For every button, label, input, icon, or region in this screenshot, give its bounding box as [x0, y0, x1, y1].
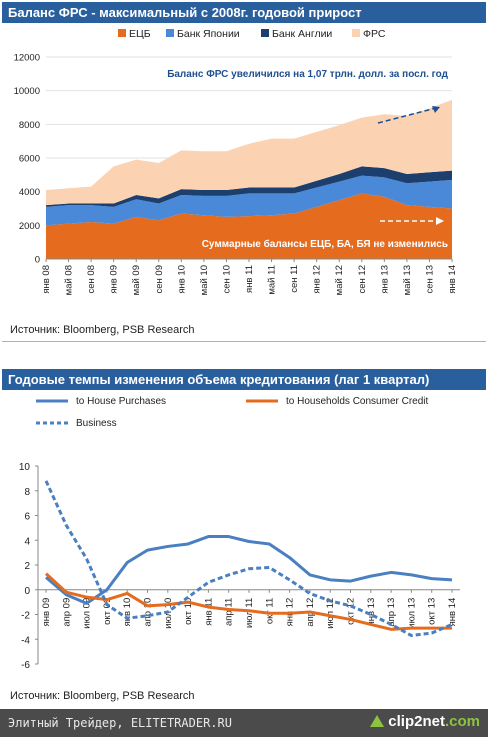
y-tick-label: -6 — [21, 660, 30, 671]
x-tick-label: апр 13 — [386, 598, 397, 627]
annotation-arrow-fed — [377, 106, 441, 124]
y-tick-label: 8000 — [19, 120, 40, 131]
chart2-axes: -6 -4 -2 0 2 4 6 8 10 янв 09 апр 09 июл 09 окт 09 янв… — [19, 462, 460, 671]
chart2-plot: to House Purchases to Households Consumer… — [19, 396, 460, 671]
x-tick-label: май 12 — [334, 265, 345, 295]
y-tick-label: 0 — [24, 586, 30, 597]
x-tick-label: окт 09 — [102, 598, 113, 625]
x-tick-label: янв 13 — [366, 598, 377, 627]
series-line-1 — [44, 572, 452, 631]
footer-text: Элитный Трейдер, ELITETRADER.RU — [8, 716, 232, 730]
x-tick-label: май 11 — [267, 265, 278, 295]
legend-label-2: Business — [76, 418, 117, 429]
logo-main: clip2net — [388, 713, 445, 730]
x-tick-label: окт 13 — [427, 598, 438, 625]
legend-swatch-1 — [166, 29, 174, 37]
x-tick-label: янв 09 — [109, 265, 120, 294]
x-tick-label: янв 12 — [312, 265, 323, 294]
y-tick-label: 2 — [24, 561, 30, 572]
footer-bar: Элитный Трейдер, ELITETRADER.RU clip2net… — [0, 709, 488, 737]
x-tick-label: окт 11 — [264, 598, 275, 624]
legend-label-0: ЕЦБ — [129, 28, 151, 40]
clip2net-logo[interactable]: clip2net.com — [370, 713, 480, 730]
x-tick-label: сен 09 — [154, 265, 165, 294]
x-tick-label: янв 14 — [447, 265, 458, 294]
annotation-arrowhead-others — [436, 217, 444, 225]
x-tick-label: сен 11 — [289, 265, 300, 293]
y-tick-label: 10000 — [14, 86, 40, 97]
area-1 — [46, 175, 452, 226]
chart1-annotations: Баланс ФРС увеличился на 1,07 трлн. долл… — [167, 69, 448, 250]
x-tick-label: янв 10 — [176, 265, 187, 294]
legend-swatch-0 — [118, 29, 126, 37]
x-tick-label: сен 13 — [424, 265, 435, 294]
x-tick-label: янв 14 — [447, 598, 458, 627]
x-tick-label: сен 12 — [357, 265, 368, 294]
y-tick-label: 0 — [35, 255, 40, 266]
legend-swatch-3 — [352, 29, 360, 37]
upload-arrow-icon — [370, 715, 385, 727]
legend-label-1: Банк Японии — [177, 28, 240, 40]
x-tick-label: май 09 — [131, 265, 142, 295]
y-tick-label: 4 — [24, 536, 30, 547]
x-tick-label: июл 12 — [325, 598, 336, 629]
x-tick-label: янв 11 — [244, 265, 255, 293]
x-tick-label: окт 12 — [346, 598, 357, 625]
x-tick-label: янв 13 — [379, 265, 390, 294]
y-tick-label: 8 — [24, 487, 30, 498]
legend-label-3: ФРС — [363, 28, 386, 40]
x-tick-label: сен 08 — [86, 265, 97, 294]
y-tick-label: 6000 — [19, 154, 40, 165]
x-tick-label: янв 10 — [122, 598, 133, 627]
x-tick-label: окт 10 — [183, 598, 194, 625]
x-tick-label: янв 08 — [41, 265, 52, 294]
legend-label-0: to House Purchases — [76, 396, 166, 407]
legend-label-1: to Households Consumer Credit — [286, 396, 429, 407]
area-2 — [46, 166, 452, 207]
chart1-title: Баланс ФРС - максимальный с 2008г. годов… — [2, 2, 486, 23]
x-tick-label: апр 11 — [224, 598, 235, 626]
y-tick-label: 10 — [19, 462, 31, 473]
area-3 — [46, 99, 452, 206]
x-tick-label: июл 13 — [406, 598, 417, 629]
y-tick-label: 6 — [24, 512, 30, 523]
x-tick-label: апр 09 — [61, 598, 72, 627]
x-tick-label: май 08 — [64, 265, 75, 295]
annotation-fed: Баланс ФРС увеличился на 1,07 трлн. долл… — [167, 69, 448, 80]
chart1-legend: ЕЦБ Банк Японии Банк Англии ФРС — [118, 28, 386, 40]
y-tick-label: 2000 — [19, 221, 40, 232]
x-tick-label: апр 10 — [143, 598, 154, 627]
legend-swatch-2 — [261, 29, 269, 37]
x-tick-label: сен 10 — [221, 265, 232, 294]
series-line-2 — [44, 480, 453, 638]
area-0 — [46, 193, 452, 259]
annotation-arrowhead-fed — [432, 106, 440, 113]
logo-dot: .com — [444, 713, 480, 730]
annotation-others: Суммарные балансы ЕЦБ, БА, БЯ не изменил… — [202, 238, 448, 250]
chart1-source: Источник: Bloomberg, PSB Research — [10, 324, 195, 336]
x-tick-label: июл 09 — [82, 598, 93, 629]
x-tick-label: июл 11 — [244, 598, 255, 628]
series-line-0 — [45, 535, 453, 605]
y-tick-label: 4000 — [19, 187, 40, 198]
chart2-lines — [44, 480, 453, 638]
chart1-areas — [46, 99, 452, 259]
x-tick-label: янв 11 — [203, 598, 214, 626]
x-tick-label: янв 09 — [41, 598, 52, 627]
chart1-plot: ЕЦБ Банк Японии Банк Англии ФРС 0 2000 4000 60… — [14, 28, 458, 296]
chart1-axes: 0 2000 4000 6000 8000 10000 12000 янв 08 май 08 с… — [14, 53, 458, 296]
divider — [2, 341, 486, 342]
chart2-legend: to House Purchases to Households Consumer… — [36, 396, 429, 429]
x-tick-label: май 10 — [199, 265, 210, 295]
y-tick-label: -2 — [21, 611, 30, 622]
chart2-source: Источник: Bloomberg, PSB Research — [10, 690, 195, 702]
chart2-title: Годовые темпы изменения объема кредитова… — [2, 369, 486, 390]
x-tick-label: май 13 — [402, 265, 413, 295]
y-tick-label: 12000 — [14, 53, 40, 64]
y-tick-label: -4 — [21, 635, 30, 646]
legend-label-2: Банк Англии — [272, 28, 332, 40]
